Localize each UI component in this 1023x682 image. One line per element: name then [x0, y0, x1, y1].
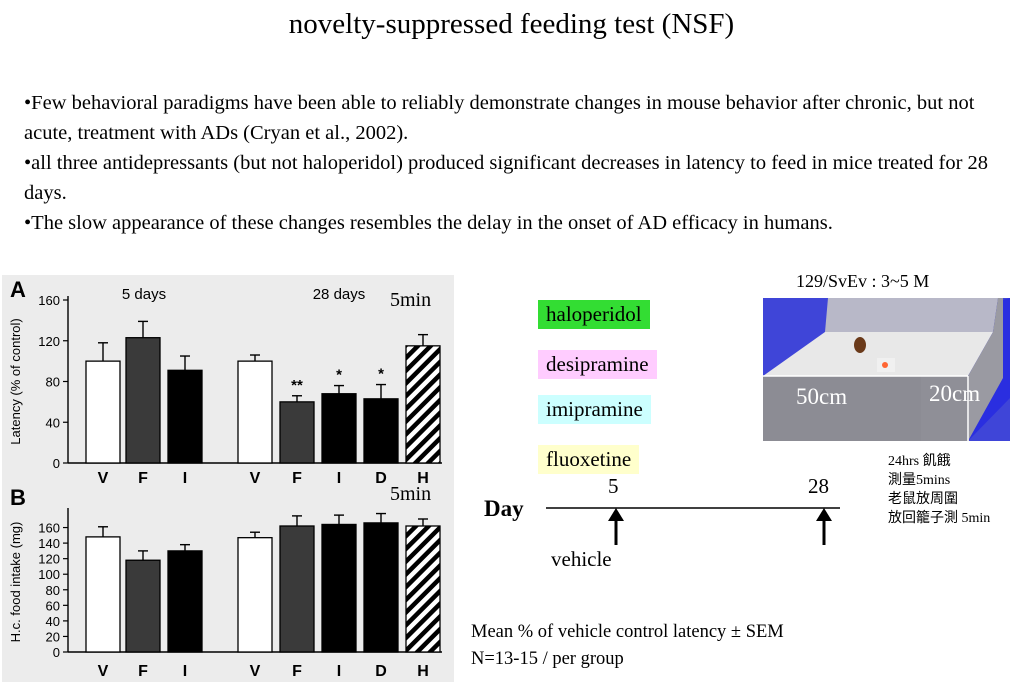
page-title: novelty-suppressed feeding test (NSF) [288, 8, 735, 40]
x-tick-label: I [337, 663, 341, 680]
bullet-item: •all three antidepressants (but not halo… [24, 152, 989, 204]
x-tick-label: V [250, 663, 261, 680]
bar [237, 360, 273, 464]
panel-letter: B [10, 485, 26, 510]
timeline-tick-label: 28 [808, 474, 829, 498]
chart-caption: Mean % of vehicle control latency ± SEM … [471, 619, 784, 673]
x-tick-label: I [183, 470, 187, 487]
drug-name: desipramine [546, 352, 649, 376]
bar [363, 398, 399, 464]
panel-letter: A [10, 277, 26, 302]
bar [405, 345, 441, 464]
significance-marker: * [378, 366, 384, 383]
bar [363, 522, 399, 653]
bar [279, 401, 315, 464]
bullet-item: •Few behavioral paradigms have been able… [24, 92, 975, 144]
drug-label-haloperidol: haloperidol [538, 300, 650, 329]
bar [167, 550, 203, 653]
drug-name: haloperidol [546, 302, 642, 326]
x-tick-label: F [138, 470, 148, 487]
timeline-tick-label: 5 [608, 474, 619, 498]
y-tick-label: 0 [53, 645, 60, 660]
bar [125, 559, 161, 653]
y-tick-label: 140 [38, 536, 60, 551]
note-line: 老鼠放周圍 [888, 492, 958, 507]
strain-label: 129/SvEv : 3~5 M [796, 271, 930, 291]
x-tick-label: I [183, 663, 187, 680]
drug-label-fluoxetine: fluoxetine [538, 445, 640, 474]
procedure-notes: 24hrs 飢餓 測量5mins 老鼠放周圍 放回籠子測 5min [888, 452, 990, 528]
drug-label-imipramine: imipramine [538, 395, 651, 424]
x-tick-label: F [292, 663, 302, 680]
significance-marker: * [336, 367, 342, 384]
y-tick-label: 80 [46, 375, 60, 390]
arena-height-label: 20cm [929, 381, 981, 406]
x-tick-label: H [417, 470, 429, 487]
drug-label-desipramine: desipramine [538, 350, 657, 379]
caption-line: N=13-15 / per group [471, 649, 624, 669]
x-tick-label: V [98, 470, 109, 487]
x-tick-label: D [375, 470, 387, 487]
drug-name: imipramine [546, 397, 643, 421]
group-label: 28 days [313, 286, 366, 303]
vehicle-label: vehicle [551, 547, 612, 571]
bar [279, 525, 315, 653]
y-tick-label: 120 [38, 334, 60, 349]
y-tick-label: 20 [46, 629, 60, 644]
note-line: 24hrs 飢餓 [888, 454, 951, 469]
x-tick-label: I [337, 470, 341, 487]
bullet-list: •Few behavioral paradigms have been able… [24, 88, 999, 238]
bar [321, 393, 357, 464]
five-min-label: 5min [390, 483, 432, 505]
x-tick-label: F [292, 470, 302, 487]
timeline-diagram [546, 507, 840, 545]
bar [321, 523, 357, 653]
bar [85, 360, 121, 464]
y-axis-label: H.c. food intake (mg) [8, 522, 23, 643]
drug-name: fluoxetine [546, 447, 632, 471]
bar [237, 537, 273, 653]
y-tick-label: 40 [46, 614, 60, 629]
five-min-label: 5min [390, 289, 432, 311]
bar [125, 337, 161, 464]
x-tick-label: V [250, 470, 261, 487]
y-tick-label: 40 [46, 415, 60, 430]
bar-chart-panel: A Latency (% of control) 0 40 80 120 160 5 days… [2, 275, 454, 682]
arrow-up-icon [816, 508, 832, 521]
bar [85, 536, 121, 653]
x-tick-label: F [138, 663, 148, 680]
arena-illustration: 50cm 20cm [763, 298, 1010, 441]
x-tick-label: D [375, 663, 387, 680]
bar-chart-svg: A Latency (% of control) 0 40 80 120 160 5 days… [8, 277, 442, 680]
y-tick-label: 0 [53, 456, 60, 471]
timeline-axis-label: Day [484, 496, 524, 521]
significance-marker: ** [291, 377, 303, 394]
y-tick-label: 60 [46, 598, 60, 613]
arrow-up-icon [608, 508, 624, 521]
bar [167, 369, 203, 464]
y-tick-label: 100 [38, 567, 60, 582]
y-tick-label: 160 [38, 293, 60, 308]
x-tick-label: V [98, 663, 109, 680]
bar [405, 525, 441, 653]
y-tick-label: 120 [38, 552, 60, 567]
note-line: 放回籠子測 5min [888, 511, 991, 526]
note-line: 測量5mins [888, 473, 951, 488]
group-label: 5 days [122, 286, 166, 303]
arena-drawing [763, 298, 1010, 441]
y-tick-label: 80 [46, 583, 60, 598]
x-tick-label: H [417, 663, 429, 680]
arena-length-label: 50cm [796, 384, 848, 409]
bullet-item: •The slow appearance of these changes re… [24, 212, 833, 234]
y-tick-label: 160 [38, 521, 60, 536]
caption-line: Mean % of vehicle control latency ± SEM [471, 622, 784, 642]
y-axis-label: Latency (% of control) [8, 318, 23, 444]
